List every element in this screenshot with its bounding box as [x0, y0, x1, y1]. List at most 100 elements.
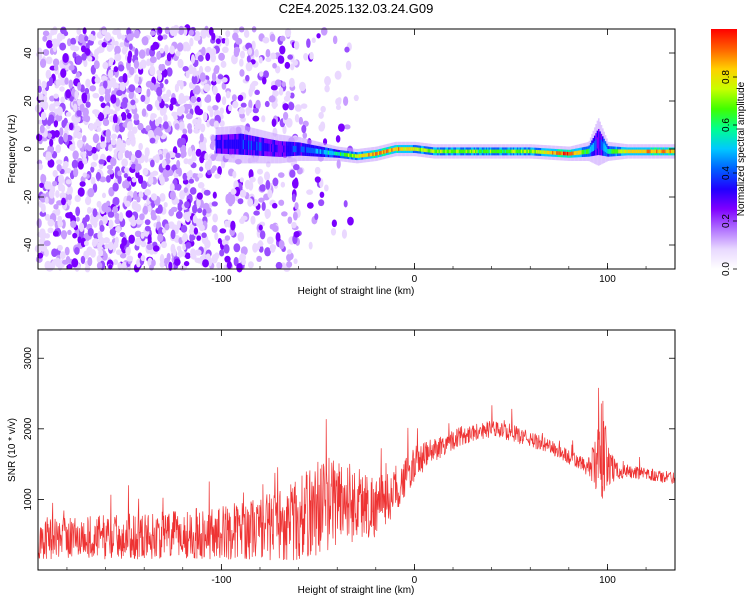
spectrogram-noise-cell — [269, 244, 276, 253]
spectrogram-noise-cell — [103, 237, 111, 244]
spectrogram-noise-cell — [232, 170, 237, 179]
spectrogram-ridge-core — [480, 149, 483, 154]
spectrogram-noise-cell — [156, 86, 163, 97]
spectrogram-noise-cell — [279, 35, 286, 42]
spectrogram-ridge-core — [533, 149, 535, 154]
spectrogram-noise-cell — [258, 240, 263, 247]
spectrogram-noise-cell — [319, 191, 325, 198]
spectrogram-noise-cell — [154, 154, 160, 164]
spectrogram-noise-cell — [110, 133, 117, 140]
spectrogram-ridge-core — [435, 149, 438, 154]
spectrogram-ridge-core — [600, 139, 603, 150]
spectrogram-noise-cell — [204, 152, 209, 161]
spectrogram-noise-cell — [195, 148, 202, 157]
spectrogram-noise-cell — [215, 93, 221, 103]
spectrogram-noise-cell — [98, 249, 104, 257]
spectrogram-noise-cell — [248, 99, 253, 110]
spectrogram-ridge-core — [369, 152, 372, 157]
spectrogram-noise-cell — [115, 226, 121, 232]
spectrogram-noise-cell — [133, 118, 140, 126]
spectrogram-noise-cell — [217, 74, 224, 80]
spectrogram-ridge-core — [330, 150, 333, 155]
spectrogram-noise-cell — [58, 135, 64, 145]
spectrogram-noise-cell — [190, 95, 197, 104]
spectrogram-noise-cell — [252, 115, 260, 122]
spectrogram-ridge-core — [546, 150, 549, 155]
spectrogram-ridge-core — [623, 149, 626, 154]
spectrogram-noise-cell — [144, 189, 152, 196]
figure-title: C2E4.2025.132.03.24.G09 — [279, 1, 434, 16]
spectrogram-ridge-core — [373, 152, 376, 156]
spectrogram-noise-cell — [53, 93, 59, 99]
spectrogram-noise-cell — [168, 221, 175, 229]
spectrogram-ridge-core — [554, 151, 557, 155]
spectrogram-ridge-core — [534, 149, 537, 154]
spectrogram-noise-cell — [107, 241, 114, 251]
spectrogram-noise-cell — [87, 55, 93, 62]
spectrogram-ridge-core — [560, 151, 562, 156]
spectrogram-noise-cell — [55, 114, 63, 122]
spectrogram-noise-cell — [149, 137, 156, 144]
spectrogram-ridge-core — [404, 147, 407, 151]
spectrogram-noise-cell — [134, 48, 139, 57]
spectrogram-noise-cell — [137, 122, 144, 131]
snr-axes: -100 0 100 1000 2000 3000 — [23, 330, 675, 586]
spectrogram-ridge-core — [385, 149, 388, 154]
spectrogram-noise-cell — [177, 202, 183, 212]
spectrogram-noise-cell — [239, 253, 247, 262]
spectrogram-x-tick-label: -100 — [211, 274, 231, 285]
spectrogram-noise-cell — [65, 89, 72, 99]
spectrogram-noise-cell — [130, 163, 136, 170]
spectrogram-noise-cell — [130, 219, 137, 227]
spectrogram-noise-cell — [87, 256, 93, 267]
spectrogram-noise-cell — [102, 118, 110, 127]
spectrogram-noise-cell — [259, 184, 266, 192]
spectrogram-noise-cell — [169, 45, 175, 55]
spectrogram-noise-cell — [214, 65, 220, 72]
spectrogram-ridge-core — [427, 148, 430, 153]
spectrogram-noise-cell — [107, 69, 114, 79]
spectrogram-noise-cell — [187, 158, 194, 165]
spectrogram-noise-cell — [138, 49, 146, 59]
spectrogram-noise-cell — [247, 197, 254, 207]
spectrogram-ridge-core — [591, 144, 593, 152]
spectrogram-ridge-core — [302, 146, 304, 153]
spectrogram-noise-cell — [128, 43, 133, 51]
spectrogram-noise-cell — [287, 216, 293, 224]
spectrogram-noise-cell — [55, 159, 63, 165]
spectrogram-ridge-core — [539, 150, 542, 154]
spectrogram-noise-cell — [230, 220, 236, 231]
spectrogram-ridge-core — [670, 149, 673, 154]
spectrogram-noise-cell — [126, 255, 134, 262]
spectrogram-noise-cell — [71, 159, 79, 169]
spectrogram-noise-cell — [285, 90, 291, 98]
spectrogram-noise-cell — [72, 150, 79, 160]
spectrogram-noise-cell — [124, 167, 130, 173]
spectrogram-ridge-core — [585, 149, 588, 155]
spectrogram-ridge-core — [410, 147, 412, 151]
spectrogram-noise-cell — [77, 160, 84, 170]
spectrogram-noise-cell — [211, 201, 218, 207]
spectrogram-noise-cell — [259, 230, 266, 240]
spectrogram-noise-cell — [240, 215, 248, 221]
spectrogram-noise-cell — [78, 222, 85, 233]
spectrogram-noise-cell — [204, 239, 211, 249]
spectrogram-noise-cell — [214, 173, 221, 179]
spectrogram-noise-cell — [61, 259, 69, 265]
spectrogram-ridge-core — [412, 147, 415, 151]
spectrogram-noise-cell — [318, 199, 325, 207]
spectrogram-ridge-core — [277, 145, 280, 153]
spectrogram-noise-cell — [42, 35, 48, 42]
spectrogram-noise-cell — [318, 111, 324, 119]
spectrogram-ridge-core — [431, 149, 434, 153]
spectrogram-ridge-core — [434, 149, 437, 154]
spectrogram-noise-cell — [40, 173, 46, 184]
spectrogram-noise-cell — [258, 197, 265, 203]
spectrogram-noise-cell — [131, 126, 138, 134]
spectrogram-noise-cell — [253, 210, 260, 216]
spectrogram-noise-cell — [140, 254, 146, 262]
spectrogram-noise-cell — [57, 174, 65, 184]
spectrogram-ridge-core — [660, 149, 662, 154]
spectrogram-ridge-core — [477, 149, 480, 154]
spectrogram-noise-cell — [211, 224, 218, 233]
